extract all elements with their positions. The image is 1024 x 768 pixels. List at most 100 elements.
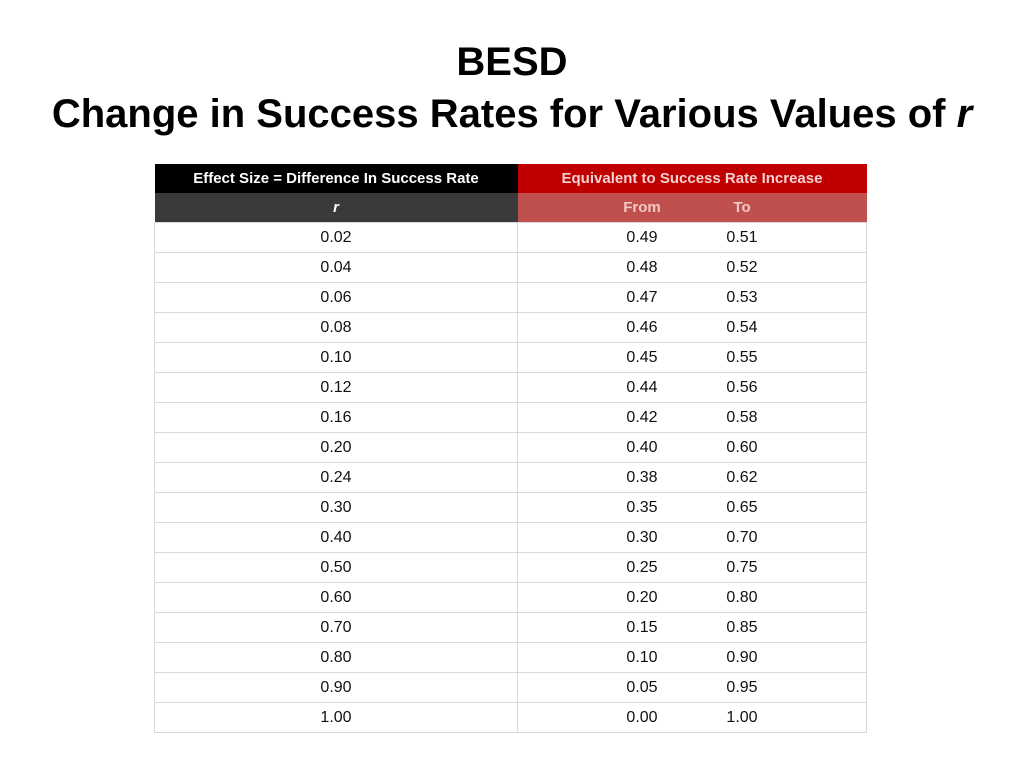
cell-r: 0.04 — [154, 252, 518, 283]
cell-from-to: 0.25 0.75 — [517, 552, 867, 583]
title-line-1: BESD — [456, 40, 568, 84]
cell-from-to: 0.40 0.60 — [517, 432, 867, 463]
table-row: 0.70 0.15 0.85 — [154, 612, 867, 643]
table-row: 0.08 0.46 0.54 — [154, 312, 867, 343]
cell-to: 0.55 — [726, 348, 758, 366]
cell-r: 0.80 — [154, 642, 518, 673]
cell-from-to: 0.30 0.70 — [517, 522, 867, 553]
besd-table: Effect Size = Difference In Success Rate… — [154, 164, 867, 733]
subheader-r: r — [154, 193, 518, 223]
table-row: 0.80 0.10 0.90 — [154, 642, 867, 673]
title-line-2-italic-r: r — [956, 92, 973, 136]
cell-to: 0.62 — [726, 468, 758, 486]
cell-r: 0.12 — [154, 372, 518, 403]
cell-r: 0.16 — [154, 402, 518, 433]
cell-from-to: 0.42 0.58 — [517, 402, 867, 433]
cell-to: 0.53 — [726, 288, 758, 306]
table-row: 0.02 0.49 0.51 — [154, 222, 867, 253]
cell-from-to: 0.47 0.53 — [517, 282, 867, 313]
cell-to: 0.51 — [726, 228, 758, 246]
slide-title: BESD Change in Success Rates for Various… — [0, 36, 1024, 140]
cell-from-to: 0.00 1.00 — [517, 702, 867, 733]
cell-r: 0.08 — [154, 312, 518, 343]
cell-from-to: 0.10 0.90 — [517, 642, 867, 673]
table-row: 0.04 0.48 0.52 — [154, 252, 867, 283]
cell-from-to: 0.05 0.95 — [517, 672, 867, 703]
cell-from: 0.15 — [626, 618, 658, 636]
cell-from: 0.44 — [626, 378, 658, 396]
subheader-from: From — [623, 199, 661, 216]
title-line-2: Change in Success Rates for Various Valu… — [0, 88, 1024, 140]
cell-to: 0.54 — [726, 318, 758, 336]
cell-from-to: 0.48 0.52 — [517, 252, 867, 283]
cell-from-to: 0.46 0.54 — [517, 312, 867, 343]
cell-from-to: 0.15 0.85 — [517, 612, 867, 643]
table-row: 0.12 0.44 0.56 — [154, 372, 867, 403]
cell-from: 0.25 — [626, 558, 658, 576]
subheader-row: r From To — [154, 193, 867, 223]
header-effect-size: Effect Size = Difference In Success Rate — [154, 164, 518, 193]
cell-to: 0.95 — [726, 678, 758, 696]
cell-from: 0.38 — [626, 468, 658, 486]
cell-from: 0.40 — [626, 438, 658, 456]
cell-from-to: 0.44 0.56 — [517, 372, 867, 403]
cell-to: 0.65 — [726, 498, 758, 516]
cell-to: 0.60 — [726, 438, 758, 456]
table-row: 0.60 0.20 0.80 — [154, 582, 867, 613]
cell-r: 0.50 — [154, 552, 518, 583]
cell-r: 0.60 — [154, 582, 518, 613]
table-row: 0.30 0.35 0.65 — [154, 492, 867, 523]
cell-r: 0.02 — [154, 222, 518, 253]
cell-to: 0.85 — [726, 618, 758, 636]
cell-r: 0.06 — [154, 282, 518, 313]
subheader-from-to: From To — [517, 193, 867, 223]
header-row: Effect Size = Difference In Success Rate… — [154, 164, 867, 193]
cell-to: 0.75 — [726, 558, 758, 576]
cell-from: 0.30 — [626, 528, 658, 546]
cell-from: 0.49 — [626, 228, 658, 246]
cell-from-to: 0.49 0.51 — [517, 222, 867, 253]
cell-from: 0.35 — [626, 498, 658, 516]
cell-r: 0.24 — [154, 462, 518, 493]
cell-from: 0.10 — [626, 648, 658, 666]
cell-to: 1.00 — [726, 708, 758, 726]
cell-from: 0.48 — [626, 258, 658, 276]
cell-from-to: 0.35 0.65 — [517, 492, 867, 523]
cell-from: 0.00 — [626, 708, 658, 726]
cell-r: 1.00 — [154, 702, 518, 733]
cell-r: 0.10 — [154, 342, 518, 373]
cell-r: 0.70 — [154, 612, 518, 643]
table-row: 0.90 0.05 0.95 — [154, 672, 867, 703]
table-row: 0.40 0.30 0.70 — [154, 522, 867, 553]
cell-to: 0.80 — [726, 588, 758, 606]
cell-from-to: 0.45 0.55 — [517, 342, 867, 373]
table-row: 0.24 0.38 0.62 — [154, 462, 867, 493]
title-line-2-text: Change in Success Rates for Various Valu… — [51, 92, 957, 136]
cell-from: 0.42 — [626, 408, 658, 426]
cell-from-to: 0.20 0.80 — [517, 582, 867, 613]
cell-from: 0.45 — [626, 348, 658, 366]
table-row: 0.06 0.47 0.53 — [154, 282, 867, 313]
cell-to: 0.52 — [726, 258, 758, 276]
cell-from: 0.20 — [626, 588, 658, 606]
cell-r: 0.40 — [154, 522, 518, 553]
table-row: 0.16 0.42 0.58 — [154, 402, 867, 433]
table-row: 0.10 0.45 0.55 — [154, 342, 867, 373]
subheader-to: To — [733, 199, 751, 216]
cell-to: 0.70 — [726, 528, 758, 546]
cell-from: 0.47 — [626, 288, 658, 306]
table-row: 0.20 0.40 0.60 — [154, 432, 867, 463]
cell-to: 0.56 — [726, 378, 758, 396]
cell-to: 0.90 — [726, 648, 758, 666]
cell-r: 0.30 — [154, 492, 518, 523]
cell-from-to: 0.38 0.62 — [517, 462, 867, 493]
cell-from: 0.05 — [626, 678, 658, 696]
cell-r: 0.90 — [154, 672, 518, 703]
cell-r: 0.20 — [154, 432, 518, 463]
table-row: 1.00 0.00 1.00 — [154, 702, 867, 733]
table-row: 0.50 0.25 0.75 — [154, 552, 867, 583]
table-body: 0.02 0.49 0.51 0.04 0.48 0.52 0.06 0.47 0.53 0.08… — [154, 222, 867, 733]
cell-from: 0.46 — [626, 318, 658, 336]
cell-to: 0.58 — [726, 408, 758, 426]
header-equivalent-increase: Equivalent to Success Rate Increase — [517, 164, 867, 193]
